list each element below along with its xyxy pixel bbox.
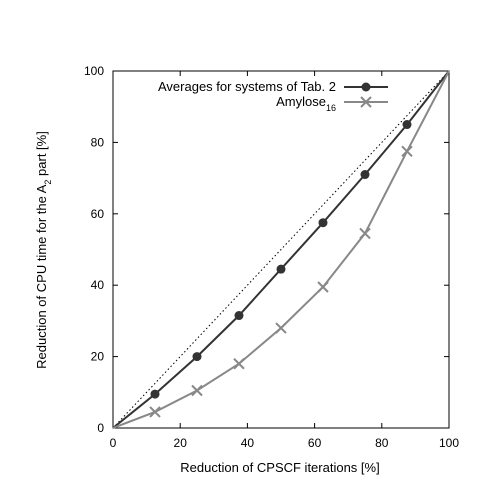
legend-marker-amylose-stroke-b bbox=[360, 96, 372, 108]
x-axis-label: Reduction of CPSCF iterations [%] bbox=[180, 460, 379, 475]
x-tick-label: 20 bbox=[174, 436, 188, 450]
series-point-amylose bbox=[401, 145, 413, 158]
y-axis-label: Reduction of CPU time for the A2 part [%… bbox=[34, 131, 53, 369]
legend-label-amylose-name: Amylose bbox=[276, 94, 326, 109]
series-point-averages bbox=[150, 389, 160, 399]
legend-marker-averages bbox=[361, 82, 371, 92]
series-point-amylose-stroke-b bbox=[191, 384, 203, 397]
x-tick-label: 40 bbox=[241, 436, 255, 450]
series-point-amylose-stroke-b bbox=[233, 358, 245, 370]
legend-marker-amylose bbox=[360, 96, 372, 108]
series-point-amylose-stroke-b bbox=[317, 281, 329, 293]
series-point-amylose bbox=[233, 358, 245, 370]
series-point-amylose bbox=[317, 281, 329, 293]
legend: Averages for systems of Tab. 2 Amylose16 bbox=[158, 79, 388, 113]
x-tick-label: 0 bbox=[110, 436, 117, 450]
series-point-averages bbox=[318, 218, 328, 228]
y-tick-label: 40 bbox=[91, 278, 105, 292]
series-point-amylose-stroke-b bbox=[275, 322, 287, 334]
y-tick-label: 60 bbox=[91, 207, 105, 221]
series-point-amylose-stroke-b bbox=[401, 145, 413, 158]
x-tick-label: 80 bbox=[375, 436, 389, 450]
y-tick-label: 20 bbox=[91, 350, 105, 364]
y-axis-label-subscript: 2 bbox=[43, 180, 53, 185]
legend-swatch-amylose bbox=[344, 96, 388, 108]
y-tick-label: 100 bbox=[84, 64, 104, 78]
y-tick-label: 0 bbox=[97, 421, 104, 435]
series-point-averages bbox=[402, 120, 412, 130]
series-point-averages bbox=[192, 352, 202, 362]
plot-frame bbox=[112, 70, 450, 429]
chart-marks bbox=[112, 70, 450, 429]
series-point-amylose bbox=[149, 406, 161, 418]
y-axis-label-suffix: part [%] bbox=[34, 131, 49, 179]
y-axis-label-prefix: Reduction of CPU time for the A bbox=[34, 184, 49, 369]
reference-diagonal bbox=[112, 70, 450, 429]
legend-label-averages: Averages for systems of Tab. 2 bbox=[158, 79, 336, 94]
series-point-averages bbox=[234, 311, 244, 321]
legend-swatch-averages bbox=[344, 82, 388, 92]
series-point-amylose bbox=[275, 322, 287, 334]
legend-label-amylose: Amylose16 bbox=[276, 94, 336, 113]
series-point-averages bbox=[276, 264, 286, 274]
y-tick-label: 80 bbox=[91, 135, 105, 149]
series-point-averages bbox=[360, 170, 370, 180]
series-point-amylose bbox=[191, 384, 203, 397]
legend-label-amylose-subscript: 16 bbox=[326, 103, 336, 113]
series-point-amylose bbox=[359, 227, 371, 240]
x-tick-label: 60 bbox=[308, 436, 322, 450]
x-tick-label: 100 bbox=[439, 436, 459, 450]
series-point-amylose-stroke-b bbox=[359, 227, 371, 240]
series-point-amylose-stroke-b bbox=[149, 406, 161, 418]
plot-area: 0 20 40 60 80 100 0 20 40 60 80 100 bbox=[84, 64, 459, 450]
